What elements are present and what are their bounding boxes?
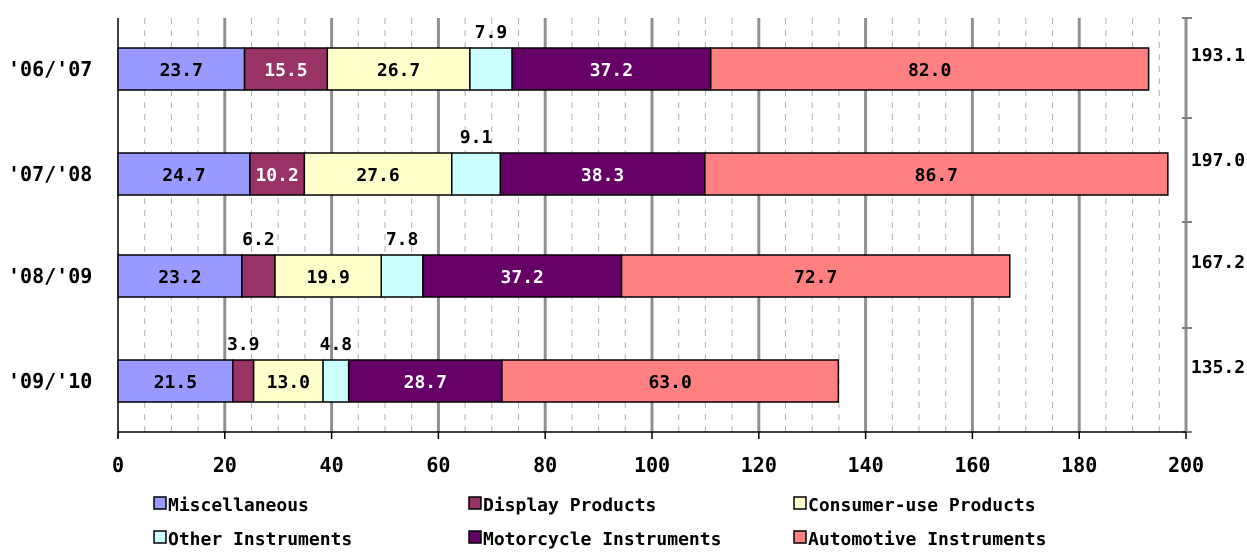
legend-label: Consumer-use Products [808, 495, 1036, 516]
bar-segment [322, 359, 350, 403]
data-label: 38.3 [581, 165, 624, 186]
bar-segment [252, 359, 324, 403]
category-label: '08/'09 [8, 264, 92, 288]
bar-segment [469, 47, 513, 91]
bar-segment [117, 359, 234, 403]
legend-swatch [153, 496, 167, 510]
data-label: 37.2 [501, 267, 544, 288]
bar-segment [620, 254, 1011, 298]
total-label: 197.0 [1191, 150, 1245, 171]
data-label: 37.2 [590, 60, 633, 81]
data-label: 4.8 [320, 334, 353, 355]
x-tick-label: 60 [426, 453, 450, 477]
data-label: 63.0 [648, 372, 691, 393]
bar-segment [511, 47, 712, 91]
bar-segment [117, 47, 246, 91]
x-tick-label: 100 [634, 453, 670, 477]
x-tick-label: 140 [848, 453, 884, 477]
data-label: 10.2 [255, 165, 298, 186]
total-label: 167.2 [1191, 252, 1245, 273]
data-label: 28.7 [404, 372, 447, 393]
data-label: 19.9 [306, 267, 349, 288]
data-label: 15.5 [264, 60, 307, 81]
bar-segment [501, 359, 840, 403]
data-label: 27.6 [356, 165, 399, 186]
legend-label: Display Products [483, 495, 656, 516]
category-label: '07/'08 [8, 162, 92, 186]
data-label: 3.9 [227, 334, 260, 355]
data-label: 7.9 [475, 22, 508, 43]
data-label: 7.8 [386, 229, 419, 250]
category-label: '09/'10 [8, 369, 92, 393]
bar-segment [499, 152, 706, 196]
data-label: 72.7 [794, 267, 837, 288]
bar-segment [704, 152, 1169, 196]
data-label: 6.2 [242, 229, 275, 250]
legend-label: Miscellaneous [168, 495, 309, 516]
total-label: 193.1 [1191, 45, 1245, 66]
data-label: 21.5 [154, 372, 197, 393]
data-label: 13.0 [267, 372, 310, 393]
data-label: 23.2 [158, 267, 201, 288]
bar-segment [303, 152, 453, 196]
x-tick-label: 200 [1168, 453, 1204, 477]
x-tick-label: 0 [112, 453, 124, 477]
bar-segment [380, 254, 424, 298]
legend-swatch [468, 496, 482, 510]
x-tick-label: 180 [1061, 453, 1097, 477]
data-label: 26.7 [377, 60, 420, 81]
legend-swatch [793, 496, 807, 510]
legend-label: Automotive Instruments [808, 529, 1046, 550]
x-tick-label: 160 [954, 453, 990, 477]
x-tick-label: 120 [741, 453, 777, 477]
bar-segment [232, 359, 255, 403]
category-label: '06/'07 [8, 57, 92, 81]
data-label: 9.1 [460, 127, 493, 148]
data-label: 82.0 [908, 60, 951, 81]
x-tick-label: 20 [213, 453, 237, 477]
legend-label: Motorcycle Instruments [483, 529, 721, 550]
legend-label: Other Instruments [168, 529, 352, 550]
total-label: 135.2 [1191, 357, 1245, 378]
bar-segment [241, 254, 276, 298]
bar-segment [326, 47, 471, 91]
legend-swatch [468, 530, 482, 544]
data-label: 86.7 [915, 165, 958, 186]
bar-segment [451, 152, 502, 196]
bar-segment [709, 47, 1150, 91]
data-label: 24.7 [162, 165, 205, 186]
x-tick-label: 40 [320, 453, 344, 477]
bar-segment [117, 254, 243, 298]
x-tick-label: 80 [533, 453, 557, 477]
data-label: 23.7 [160, 60, 203, 81]
legend-swatch [153, 530, 167, 544]
bar-segment [274, 254, 383, 298]
bar-segment [249, 152, 306, 196]
legend-swatch [793, 530, 807, 544]
